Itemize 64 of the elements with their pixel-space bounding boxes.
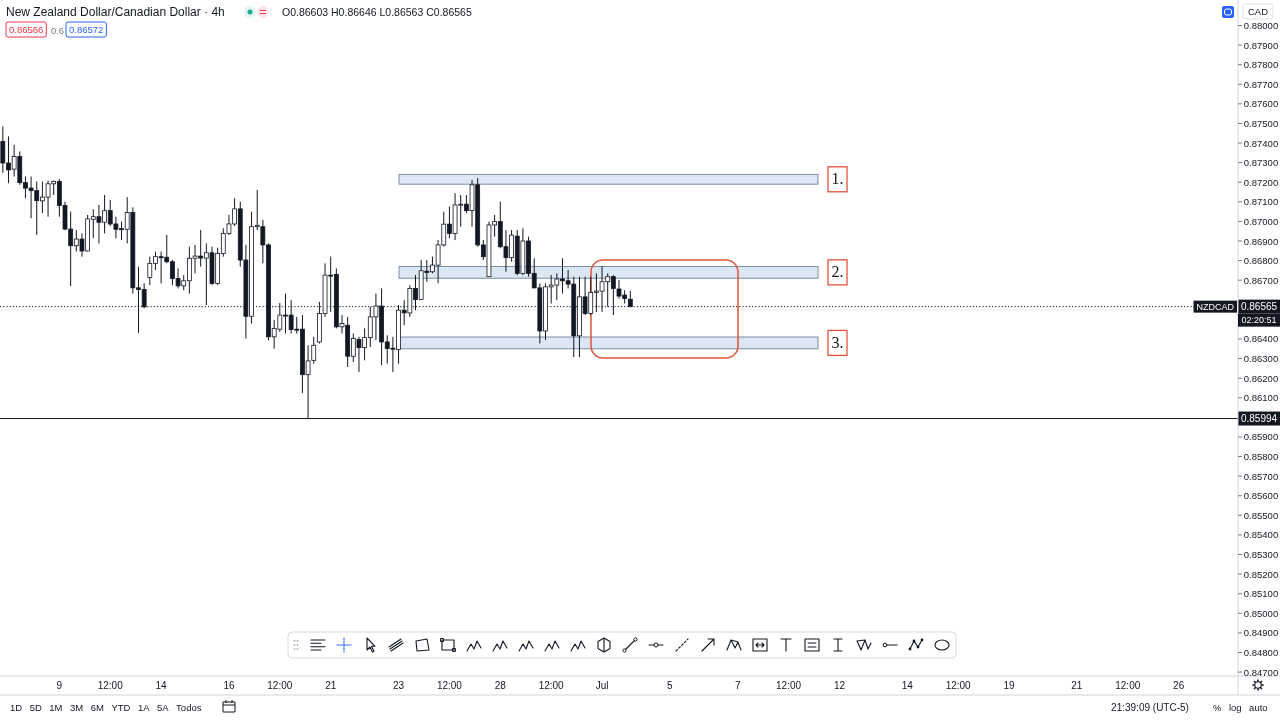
x-tick-label: 19 — [1003, 680, 1016, 691]
y-tick-label: 0.87200 — [1243, 176, 1279, 188]
band-label: 1. — [831, 170, 844, 188]
x-tick-label: 14 — [155, 680, 168, 691]
y-tick-label: 0.86400 — [1243, 333, 1279, 345]
y-tick-label: 0.87300 — [1243, 157, 1279, 169]
y-tick-label: 0.84800 — [1243, 646, 1279, 658]
text: 1D 5D 1M 3M 6M YTD 1A 5A Todos — [10, 702, 202, 713]
x-tick-label: 21 — [325, 680, 337, 691]
x-tick-label: 7 — [734, 680, 741, 691]
text: 21:39:09 (UTC-5) — [1111, 702, 1189, 713]
y-tick-label: 0.86700 — [1243, 274, 1279, 286]
x-tick-label: 12:00 — [538, 680, 565, 691]
x-tick-label: 12:00 — [776, 680, 802, 691]
y-tick-label: 0.86900 — [1243, 235, 1279, 247]
y-tick-label: 0.86800 — [1243, 255, 1279, 267]
annotation: 0.86572 — [69, 24, 104, 35]
y-tick-label: 0.85800 — [1243, 451, 1279, 463]
y-tick-label: 0.85000 — [1243, 607, 1279, 619]
x-tick-label: Jul — [595, 680, 609, 691]
band-label: 2. — [831, 263, 844, 281]
y-tick-label: 0.87100 — [1243, 196, 1279, 208]
y-tick-label: 0.85600 — [1243, 490, 1279, 502]
y-tick-label: 0.84900 — [1243, 627, 1279, 639]
y-tick-label: 0.87700 — [1243, 78, 1279, 90]
y-tick-label: 0.85300 — [1243, 549, 1279, 561]
text: % log auto — [1213, 702, 1268, 713]
y-tick-label: 0.87400 — [1243, 137, 1279, 149]
x-tick-label: 12:00 — [267, 680, 293, 691]
y-tick-label: 0.85500 — [1243, 509, 1279, 521]
y-tick-label: 0.87800 — [1243, 59, 1279, 71]
y-tick-label: 0.85400 — [1243, 529, 1279, 541]
band-label: 3. — [831, 333, 844, 351]
x-tick-label: 26 — [1173, 680, 1185, 691]
y-tick-label: 0.88000 — [1243, 19, 1279, 31]
x-tick-label: 12:00 — [436, 680, 463, 691]
y-tick-label: 0.87600 — [1243, 98, 1279, 110]
x-tick-label: 16 — [223, 680, 235, 691]
y-tick-label: 0.86100 — [1243, 392, 1279, 404]
y-tick-label: 0.86300 — [1243, 353, 1279, 365]
y-tick-label: 0.87500 — [1243, 117, 1279, 129]
y-tick-label: 0.85700 — [1243, 470, 1279, 482]
y-tick-label: 0.87000 — [1243, 215, 1279, 227]
annotation: 0.86566 — [9, 24, 44, 35]
x-tick-label: 28 — [494, 680, 507, 691]
x-tick-label: 5 — [667, 680, 674, 691]
y-tick-label: 0.85200 — [1243, 568, 1279, 580]
x-tick-label: 9 — [56, 680, 63, 691]
x-tick-label: 12 — [833, 680, 846, 691]
y-tick-label: 0.85900 — [1243, 431, 1279, 443]
annotation: O0.86603 H0.86646 L0.86563 C0.86565 — [282, 6, 472, 18]
chart-title: New Zealand Dollar/Canadian Dollar · 4h — [6, 5, 225, 19]
x-tick-label: 12:00 — [97, 680, 124, 691]
y-tick-label: 0.86200 — [1243, 372, 1279, 384]
x-tick-label: 21 — [1071, 680, 1083, 691]
x-tick-label: 12:00 — [1115, 680, 1141, 691]
x-tick-label: 12:00 — [945, 680, 972, 691]
y-tick-label: 0.87900 — [1243, 39, 1279, 51]
x-tick-label: 14 — [901, 680, 914, 691]
y-tick-label: 0.84700 — [1243, 666, 1279, 678]
x-tick-label: 23 — [392, 680, 405, 691]
y-tick-label: 0.85100 — [1243, 588, 1279, 600]
y-axis-title: CAD — [1247, 6, 1269, 17]
annotation: 0.6 — [50, 24, 65, 36]
